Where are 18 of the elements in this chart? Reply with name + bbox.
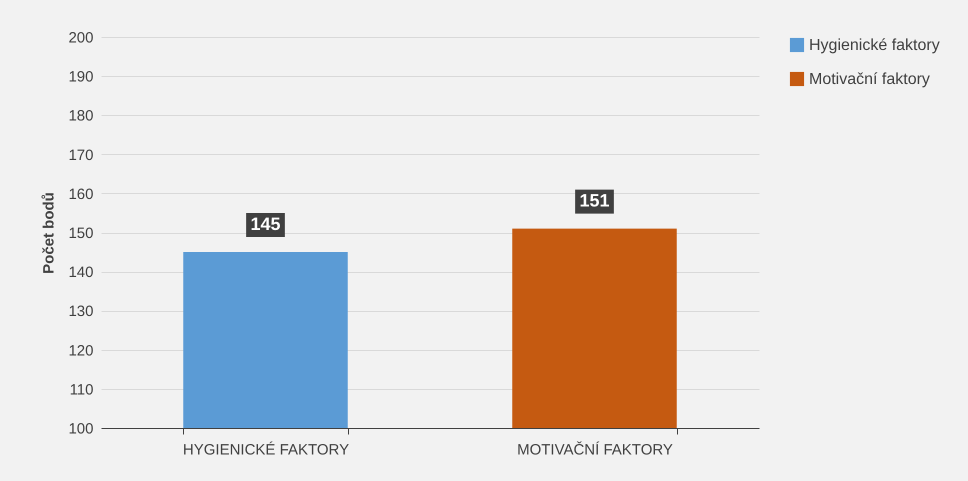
legend-label: Motivační faktory <box>809 71 930 88</box>
x-tick-label: HYGIENICKÉ FAKTORY <box>182 440 350 458</box>
legend-label: Hygienické faktory <box>809 37 940 54</box>
y-tick-label: 160 <box>68 186 94 203</box>
x-tick-label: MOTIVAČNÍ FAKTORY <box>517 440 673 458</box>
y-tick-label: 100 <box>68 420 94 438</box>
data-label: 151 <box>579 190 610 211</box>
y-tick-label: 130 <box>68 303 94 320</box>
y-tick-label: 190 <box>68 68 94 86</box>
data-label: 145 <box>250 214 281 234</box>
y-tick-label: 180 <box>68 108 94 125</box>
y-tick-label: 170 <box>68 146 94 164</box>
y-tick-label: 200 <box>68 30 94 46</box>
y-tick-label: 110 <box>70 381 94 398</box>
y-tick-label: 120 <box>68 342 94 360</box>
y-tick-label: 140 <box>68 264 94 282</box>
y-tick-label: 150 <box>68 225 94 242</box>
y-axis-title: Počet bodů <box>40 192 58 274</box>
